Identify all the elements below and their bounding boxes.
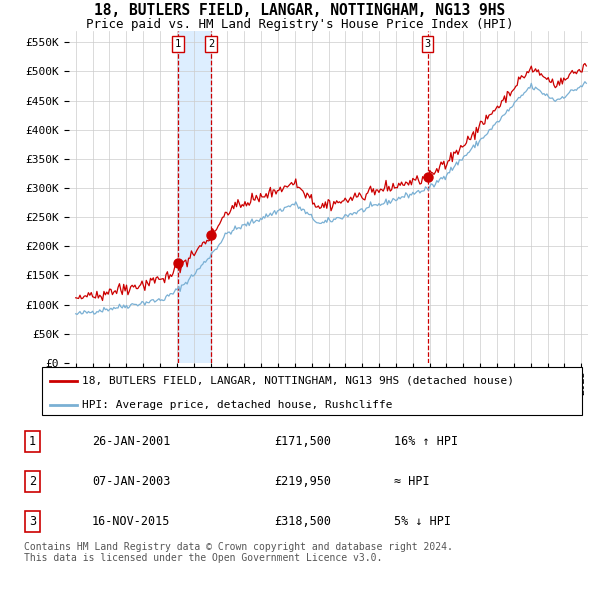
Bar [178, 31, 211, 363]
Text: 2: 2 [29, 475, 36, 488]
Text: Contains HM Land Registry data © Crown copyright and database right 2024.
This d: Contains HM Land Registry data © Crown c… [24, 542, 453, 563]
Text: 26-JAN-2001: 26-JAN-2001 [92, 435, 170, 448]
Text: 5% ↓ HPI: 5% ↓ HPI [394, 515, 451, 528]
Text: 16-NOV-2015: 16-NOV-2015 [92, 515, 170, 528]
Text: 18, BUTLERS FIELD, LANGAR, NOTTINGHAM, NG13 9HS (detached house): 18, BUTLERS FIELD, LANGAR, NOTTINGHAM, N… [83, 375, 515, 385]
Text: 2: 2 [208, 39, 214, 49]
Text: ≈ HPI: ≈ HPI [394, 475, 430, 488]
Text: HPI: Average price, detached house, Rushcliffe: HPI: Average price, detached house, Rush… [83, 399, 393, 409]
Text: 1: 1 [175, 39, 181, 49]
Text: Price paid vs. HM Land Registry's House Price Index (HPI): Price paid vs. HM Land Registry's House … [86, 18, 514, 31]
Text: £171,500: £171,500 [275, 435, 331, 448]
Text: 07-JAN-2003: 07-JAN-2003 [92, 475, 170, 488]
Text: 3: 3 [424, 39, 431, 49]
Text: 16% ↑ HPI: 16% ↑ HPI [394, 435, 458, 448]
Text: £318,500: £318,500 [275, 515, 331, 528]
Text: 1: 1 [29, 435, 36, 448]
FancyBboxPatch shape [42, 367, 582, 415]
Text: 3: 3 [29, 515, 36, 528]
Text: £219,950: £219,950 [275, 475, 331, 488]
Text: 18, BUTLERS FIELD, LANGAR, NOTTINGHAM, NG13 9HS: 18, BUTLERS FIELD, LANGAR, NOTTINGHAM, N… [94, 3, 506, 18]
